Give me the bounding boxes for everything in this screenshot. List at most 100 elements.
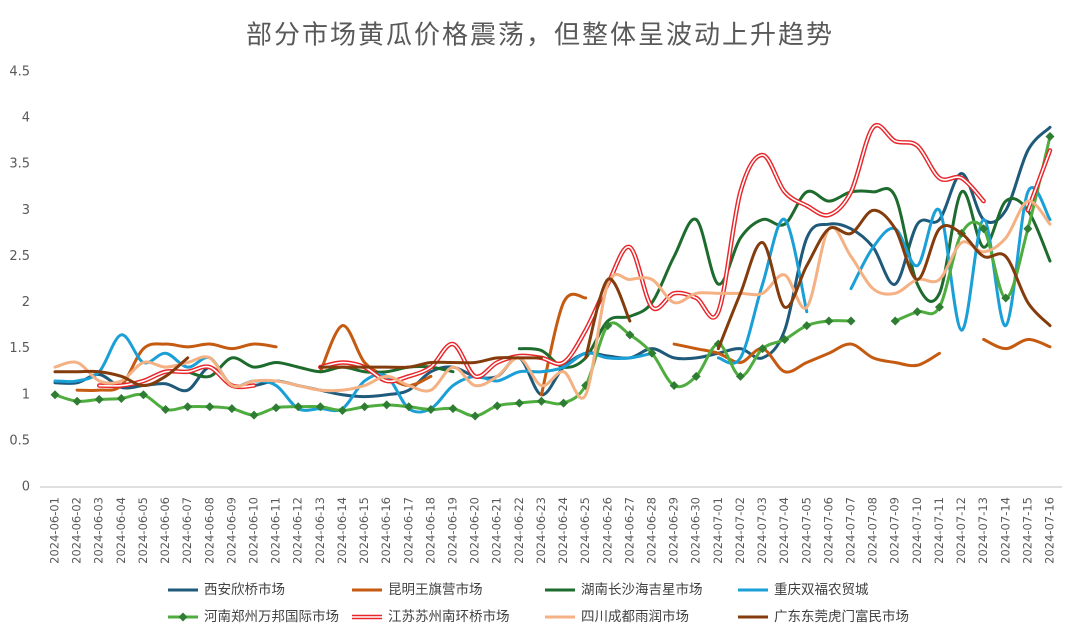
y-tick-label: 2.5: [9, 249, 30, 264]
legend-label: 昆明王旗营市场: [388, 581, 483, 598]
x-tick-label: 2024-07-14: [998, 497, 1012, 564]
x-tick-label: 2024-06-26: [600, 497, 614, 564]
marker: [249, 410, 259, 420]
marker: [647, 348, 657, 358]
marker: [735, 371, 745, 381]
x-tick-label: 2024-06-12: [291, 497, 305, 564]
marker: [912, 307, 922, 317]
y-tick-label: 3: [22, 203, 30, 218]
y-tick-label: 2: [22, 295, 30, 310]
marker: [271, 403, 281, 413]
y-tick-label: 0.5: [9, 433, 30, 448]
x-tick-label: 2024-06-20: [468, 497, 482, 564]
legend-label: 重庆双福农贸城: [774, 582, 869, 598]
x-tick-label: 2024-06-01: [48, 497, 62, 564]
marker: [205, 402, 215, 412]
marker: [1001, 293, 1011, 303]
x-tick-label: 2024-06-27: [622, 497, 636, 564]
x-tick-label: 2024-07-04: [777, 497, 791, 564]
legend-label: 四川成都雨润市场: [581, 608, 689, 625]
marker: [780, 334, 790, 344]
x-tick-label: 2024-06-02: [70, 497, 84, 564]
x-tick-label: 2024-06-28: [645, 497, 659, 564]
marker: [802, 321, 812, 331]
x-tick-label: 2024-07-02: [733, 497, 747, 564]
x-tick-label: 2024-06-16: [379, 497, 393, 564]
marker: [1023, 224, 1033, 234]
x-tick-label: 2024-06-18: [423, 497, 437, 564]
x-tick-label: 2024-07-11: [932, 497, 946, 564]
legend-label: 西安欣桥市场: [204, 581, 285, 598]
marker: [492, 401, 502, 411]
series-line: [53, 208, 1052, 388]
marker: [603, 321, 613, 331]
marker: [824, 316, 834, 326]
x-tick-label: 2024-07-03: [755, 497, 769, 564]
marker: [94, 394, 104, 404]
legend-label: 江苏苏州南环桥市场: [388, 608, 510, 625]
x-tick-label: 2024-06-25: [578, 497, 592, 564]
marker: [625, 330, 635, 340]
marker: [426, 405, 436, 415]
marker: [382, 400, 392, 410]
marker: [360, 402, 370, 412]
marker: [183, 402, 193, 412]
x-tick-label: 2024-06-29: [667, 497, 681, 564]
x-tick-label: 2024-06-21: [490, 497, 504, 564]
x-tick-label: 2024-06-15: [357, 497, 371, 564]
marker: [758, 344, 768, 354]
x-tick-label: 2024-06-30: [689, 497, 703, 564]
x-tick-label: 2024-06-23: [534, 497, 548, 564]
marker: [691, 371, 701, 381]
marker: [293, 402, 303, 412]
x-tick-label: 2024-06-07: [180, 497, 194, 564]
x-tick-label: 2024-07-06: [821, 497, 835, 564]
x-tick-label: 2024-06-14: [335, 497, 349, 564]
marker: [1045, 132, 1055, 142]
y-tick-label: 0: [22, 480, 30, 495]
marker: [161, 405, 171, 415]
x-tick-label: 2024-06-09: [224, 497, 238, 564]
marker: [470, 411, 480, 421]
x-tick-label: 2024-06-17: [401, 497, 415, 564]
y-tick-label: 1.5: [9, 341, 30, 356]
marker: [116, 393, 126, 403]
marker: [979, 224, 989, 234]
marker: [536, 396, 546, 406]
legend-marker: [178, 612, 188, 622]
x-tick-label: 2024-07-16: [1043, 497, 1057, 564]
x-tick-label: 2024-06-05: [136, 497, 150, 564]
x-tick-label: 2024-07-09: [888, 497, 902, 564]
marker: [934, 302, 944, 312]
legend-label: 广东东莞虎门富民市场: [774, 608, 909, 625]
x-tick-label: 2024-07-10: [910, 497, 924, 564]
series-line: [53, 199, 1052, 400]
x-tick-label: 2024-06-19: [446, 497, 460, 564]
marker: [315, 402, 325, 412]
chart-title: 部分市场黄瓜价格震荡，但整体呈波动上升趋势: [246, 21, 834, 51]
y-tick-label: 3.5: [9, 157, 30, 172]
x-tick-label: 2024-07-01: [711, 497, 725, 564]
legend-label: 湖南长沙海吉星市场: [581, 581, 703, 598]
x-tick-label: 2024-06-03: [92, 497, 106, 564]
x-tick-label: 2024-06-06: [158, 497, 172, 564]
marker: [138, 390, 148, 400]
marker: [846, 316, 856, 326]
x-tick-label: 2024-07-13: [976, 497, 990, 564]
x-tick-label: 2024-06-10: [247, 497, 261, 564]
x-tick-label: 2024-06-08: [202, 497, 216, 564]
x-tick-label: 2024-07-08: [866, 497, 880, 564]
marker: [404, 402, 414, 412]
y-tick-label: 1: [22, 387, 30, 402]
x-tick-label: 2024-06-04: [114, 497, 128, 564]
marker: [448, 404, 458, 414]
legend-label: 河南郑州万邦国际市场: [204, 608, 339, 625]
marker: [669, 381, 679, 391]
marker: [890, 316, 900, 326]
marker: [559, 398, 569, 408]
marker: [227, 404, 237, 414]
x-tick-label: 2024-06-13: [313, 497, 327, 564]
x-tick-label: 2024-07-15: [1020, 497, 1034, 564]
x-tick-label: 2024-07-12: [954, 497, 968, 564]
